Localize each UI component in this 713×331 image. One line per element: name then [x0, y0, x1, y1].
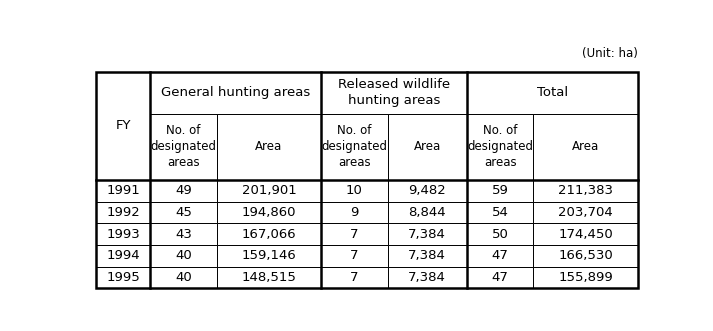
Text: 194,860: 194,860 [242, 206, 296, 219]
Bar [467, 202, 533, 223]
Text: 1995: 1995 [106, 271, 140, 284]
Bar [533, 245, 638, 266]
Bar [533, 202, 638, 223]
Text: 1992: 1992 [106, 206, 140, 219]
Text: No. of
designated
areas: No. of designated areas [150, 124, 217, 169]
Bar [321, 223, 388, 245]
Bar [388, 266, 467, 288]
Text: 1993: 1993 [106, 227, 140, 241]
Text: 174,450: 174,450 [558, 227, 613, 241]
Text: 40: 40 [175, 271, 192, 284]
Bar [96, 223, 150, 245]
Text: Area: Area [572, 140, 599, 153]
Text: FY: FY [116, 119, 131, 132]
Text: General hunting areas: General hunting areas [161, 86, 310, 99]
Text: 7: 7 [350, 249, 359, 262]
Text: 201,901: 201,901 [242, 184, 297, 197]
Text: 155,899: 155,899 [558, 271, 613, 284]
Text: No. of
designated
areas: No. of designated areas [467, 124, 533, 169]
Bar [217, 266, 321, 288]
Bar [96, 180, 150, 202]
Text: No. of
designated
areas: No. of designated areas [322, 124, 387, 169]
Text: 203,704: 203,704 [558, 206, 613, 219]
Text: Released wildlife
hunting areas: Released wildlife hunting areas [338, 78, 450, 107]
Bar [388, 223, 467, 245]
Bar [321, 180, 388, 202]
Bar [150, 266, 217, 288]
Text: 148,515: 148,515 [242, 271, 297, 284]
Text: 47: 47 [492, 271, 508, 284]
Text: 47: 47 [492, 249, 508, 262]
Bar [217, 202, 321, 223]
Text: 166,530: 166,530 [558, 249, 613, 262]
Text: 167,066: 167,066 [242, 227, 296, 241]
Text: 9,482: 9,482 [409, 184, 446, 197]
Text: 50: 50 [492, 227, 508, 241]
Bar [217, 223, 321, 245]
Bar [96, 71, 150, 180]
Bar [467, 245, 533, 266]
Text: 1994: 1994 [106, 249, 140, 262]
Bar [217, 245, 321, 266]
Text: Area: Area [414, 140, 441, 153]
Text: 7: 7 [350, 227, 359, 241]
Bar [533, 266, 638, 288]
Bar [321, 245, 388, 266]
Text: (Unit: ha): (Unit: ha) [582, 47, 638, 60]
Text: Area: Area [255, 140, 282, 153]
Bar [150, 180, 217, 202]
Bar [96, 245, 150, 266]
Text: 1991: 1991 [106, 184, 140, 197]
Text: 49: 49 [175, 184, 192, 197]
Text: 211,383: 211,383 [558, 184, 613, 197]
Bar [388, 180, 467, 202]
Text: 159,146: 159,146 [242, 249, 297, 262]
Bar [321, 202, 388, 223]
Text: 9: 9 [350, 206, 359, 219]
Bar [150, 202, 217, 223]
Bar [96, 266, 150, 288]
Text: 43: 43 [175, 227, 192, 241]
Text: 7,384: 7,384 [409, 227, 446, 241]
Bar [388, 202, 467, 223]
Bar [467, 223, 533, 245]
Text: 10: 10 [346, 184, 363, 197]
Bar [96, 202, 150, 223]
Bar [533, 223, 638, 245]
Text: 40: 40 [175, 249, 192, 262]
Text: 54: 54 [492, 206, 508, 219]
Text: 8,844: 8,844 [409, 206, 446, 219]
Bar [388, 245, 467, 266]
Text: 7,384: 7,384 [409, 249, 446, 262]
Bar [217, 180, 321, 202]
Text: 7,384: 7,384 [409, 271, 446, 284]
Bar [150, 223, 217, 245]
Text: 45: 45 [175, 206, 192, 219]
Bar [321, 266, 388, 288]
Text: 59: 59 [492, 184, 508, 197]
Text: 7: 7 [350, 271, 359, 284]
Bar [533, 180, 638, 202]
Bar [150, 245, 217, 266]
Text: Total: Total [537, 86, 568, 99]
Bar [467, 266, 533, 288]
Bar [467, 180, 533, 202]
